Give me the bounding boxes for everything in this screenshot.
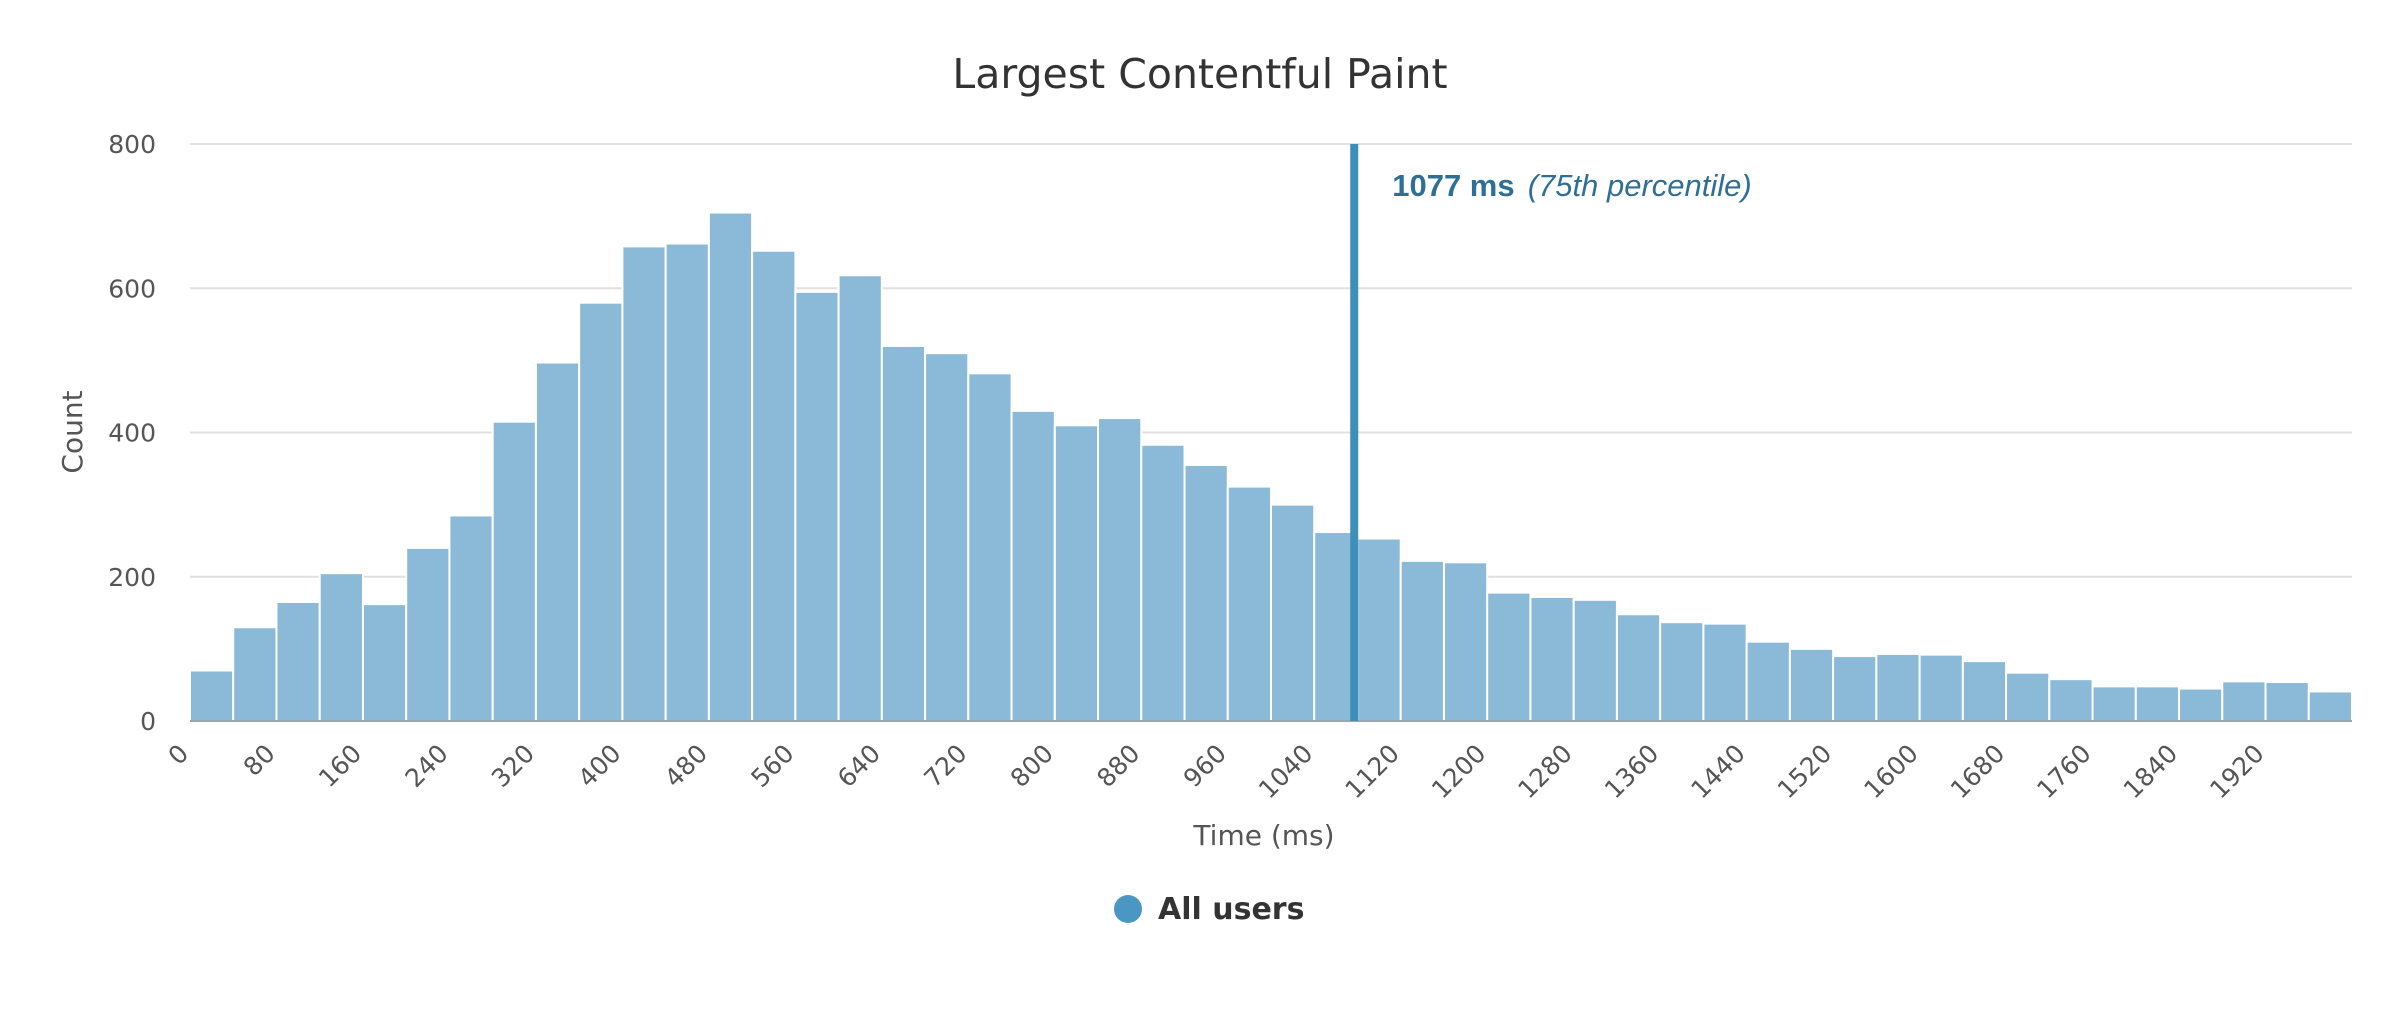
x-tick-label-1280: 1280	[1512, 739, 1577, 804]
x-tick-label-1040: 1040	[1253, 739, 1318, 804]
bar-1560[interactable]	[1875, 652, 1921, 723]
x-tick-label-480: 480	[659, 739, 713, 793]
x-tick-label-240: 240	[399, 739, 453, 793]
percentile-value: 1077 ms	[1392, 168, 1514, 203]
x-tick-label-160: 160	[313, 739, 367, 793]
bar-1440[interactable]	[1745, 640, 1791, 722]
bar-1520[interactable]	[1832, 655, 1878, 723]
y-axis-title: Count	[56, 390, 89, 473]
bar-480[interactable]	[707, 211, 754, 723]
bar-0[interactable]	[189, 669, 235, 723]
x-tick-label-1440: 1440	[1685, 739, 1750, 804]
bar-160[interactable]	[361, 603, 408, 722]
bar-880[interactable]	[1140, 443, 1186, 722]
legend[interactable]: All users	[1114, 892, 1304, 927]
bar-1200[interactable]	[1486, 591, 1532, 722]
bar-1240[interactable]	[1529, 595, 1575, 723]
y-tick-label-400: 400	[108, 419, 156, 448]
bar-960[interactable]	[1226, 485, 1273, 722]
x-tick-label-640: 640	[832, 739, 886, 793]
bar-1080[interactable]	[1356, 537, 1402, 722]
legend-series-dot	[1114, 895, 1142, 923]
x-tick-label-80: 80	[238, 739, 281, 782]
bar-720[interactable]	[967, 372, 1013, 722]
bar-360[interactable]	[578, 301, 624, 722]
x-tick-label-1120: 1120	[1339, 739, 1404, 804]
bar-640[interactable]	[880, 344, 927, 722]
percentile-marker-label: 1077 ms (75th percentile)	[1392, 168, 1752, 203]
bar-840[interactable]	[1097, 417, 1143, 722]
legend-series-label: All users	[1158, 892, 1304, 927]
x-tick-label-1840: 1840	[2118, 739, 2183, 804]
bar-320[interactable]	[534, 361, 581, 722]
x-tick-label-1600: 1600	[1858, 739, 1923, 804]
bar-760[interactable]	[1010, 409, 1056, 722]
x-axis-title: Time (ms)	[1192, 819, 1334, 852]
bar-1960[interactable]	[2307, 690, 2354, 723]
x-tick-label-1520: 1520	[1772, 739, 1837, 804]
bar-1360[interactable]	[1659, 621, 1705, 722]
bar-280[interactable]	[491, 420, 537, 722]
y-axis-tick-labels: 0 200 400 600 800	[108, 130, 156, 736]
bar-1640[interactable]	[1961, 660, 2008, 722]
bar-520[interactable]	[751, 249, 797, 722]
bar-1880[interactable]	[2221, 680, 2267, 722]
bar-200[interactable]	[405, 546, 451, 723]
x-tick-label-800: 800	[1005, 739, 1059, 793]
bar-1600[interactable]	[1918, 653, 1964, 723]
x-tick-label-1920: 1920	[2204, 739, 2269, 804]
x-axis-tick-labels: 0 80 160 240 320 400 480 560 640 720 800 880 960 1040…	[162, 739, 2269, 804]
y-tick-label-0: 0	[140, 707, 156, 736]
x-tick-label-1760: 1760	[2031, 739, 2096, 804]
x-tick-label-1680: 1680	[1945, 739, 2010, 804]
bar-1760[interactable]	[2091, 685, 2137, 723]
x-tick-label-0: 0	[162, 739, 194, 771]
x-tick-label-720: 720	[918, 739, 972, 793]
bar-1120[interactable]	[1399, 559, 1445, 722]
y-tick-label-800: 800	[108, 130, 156, 159]
y-tick-label-600: 600	[108, 274, 156, 303]
bar-120[interactable]	[318, 572, 364, 722]
bar-920[interactable]	[1183, 463, 1229, 722]
x-tick-label-1360: 1360	[1599, 739, 1664, 804]
x-tick-label-1200: 1200	[1426, 739, 1491, 804]
percentile-note: (75th percentile)	[1528, 168, 1752, 203]
y-tick-label-200: 200	[108, 563, 156, 592]
bar-1800[interactable]	[2134, 685, 2181, 723]
bar-1480[interactable]	[1788, 647, 1835, 722]
bar-1400[interactable]	[1702, 622, 1748, 722]
x-tick-label-320: 320	[486, 739, 540, 793]
bar-80[interactable]	[275, 600, 321, 723]
bar-600[interactable]	[837, 274, 883, 722]
bar-1280[interactable]	[1572, 598, 1618, 723]
bar-560[interactable]	[794, 290, 840, 722]
bar-1680[interactable]	[2005, 671, 2051, 723]
x-tick-label-880: 880	[1091, 739, 1145, 793]
bar-440[interactable]	[664, 242, 710, 722]
x-tick-label-400: 400	[572, 739, 626, 793]
bar-1720[interactable]	[2048, 678, 2094, 722]
bar-400[interactable]	[621, 245, 667, 722]
bar-40[interactable]	[232, 626, 278, 722]
bar-1840[interactable]	[2178, 687, 2224, 723]
x-tick-label-560: 560	[745, 739, 799, 793]
bar-1920[interactable]	[2264, 681, 2310, 722]
bar-800[interactable]	[1053, 424, 1100, 722]
bar-1000[interactable]	[1270, 503, 1316, 722]
bar-240[interactable]	[448, 514, 494, 722]
chart-title: Largest Contentful Paint	[952, 50, 1447, 98]
bar-1160[interactable]	[1442, 561, 1489, 723]
x-tick-label-960: 960	[1178, 739, 1232, 793]
bar-1320[interactable]	[1615, 613, 1662, 723]
bar-680[interactable]	[924, 352, 970, 722]
